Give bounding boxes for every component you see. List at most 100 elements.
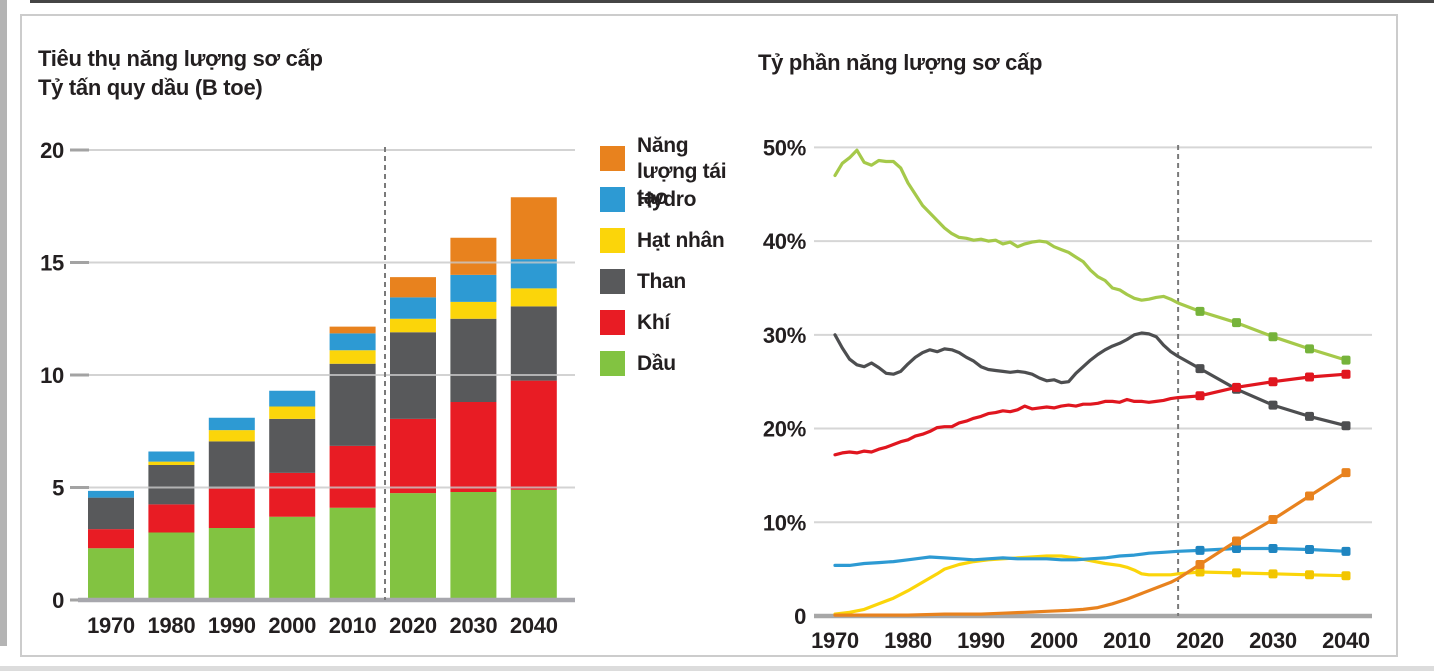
- right-xtick-label-1980: 1980: [884, 628, 932, 653]
- left-xtick-label-1990: 1990: [208, 613, 256, 638]
- bar-2010-nuclear: [329, 350, 376, 364]
- marker-nuclear-2025: [1232, 568, 1241, 578]
- bar-2030-gas: [450, 402, 497, 492]
- right-xtick-label-2040: 2040: [1322, 628, 1370, 653]
- legend-item-renewables: Năng lượng tái tạo: [600, 134, 752, 209]
- right-chart-title: Tỷ phần năng lượng sơ cấp: [758, 50, 1043, 75]
- right-ytick-label-30: 30%: [763, 323, 806, 348]
- right-xtick-label-1970: 1970: [811, 628, 859, 653]
- legend-swatch-oil: [600, 351, 625, 376]
- bar-2030-nuclear: [450, 301, 497, 319]
- legend-swatch-nuclear: [600, 228, 625, 253]
- marker-oil-2035: [1305, 344, 1314, 354]
- legend-label-coal: Than: [637, 270, 686, 293]
- bar-1990-gas: [208, 488, 255, 528]
- legend-label-hydro: Hydro: [637, 188, 697, 211]
- marker-hydro-2025: [1232, 544, 1241, 554]
- page-top-edge: [30, 0, 1434, 3]
- marker-oil-2030: [1268, 332, 1278, 342]
- marker-gas-2030: [1268, 377, 1278, 387]
- bar-2040-oil: [510, 489, 557, 600]
- bar-1970-hydro: [88, 490, 134, 498]
- marker-gas-2025: [1232, 382, 1241, 392]
- bar-1980-hydro: [148, 451, 195, 462]
- left-xtick-label-2000: 2000: [268, 613, 316, 638]
- line-coal: [833, 331, 1348, 428]
- marker-oil-2020: [1195, 306, 1205, 316]
- legend-swatch-gas: [600, 310, 625, 335]
- right-xtick-label-1990: 1990: [957, 628, 1005, 653]
- marker-renewables-2035: [1305, 491, 1314, 501]
- legend-item-gas: Khí: [600, 310, 752, 335]
- page-left-edge: [0, 0, 7, 646]
- bar-1990-nuclear: [208, 430, 255, 442]
- bar-2020-oil: [390, 493, 436, 600]
- right-ytick-label-20: 20%: [763, 417, 806, 442]
- legend-label-renewables: Năng lượng tái tạo: [637, 134, 727, 209]
- marker-renewables-2030: [1268, 514, 1278, 524]
- left-xtick-label-2020: 2020: [389, 613, 437, 638]
- bar-2030-renewables: [450, 237, 497, 275]
- left-ytick-label-10: 10: [40, 363, 64, 388]
- marker-hydro-2035: [1305, 544, 1314, 554]
- marker-nuclear-2020: [1195, 567, 1205, 577]
- marker-gas-2035: [1305, 372, 1314, 382]
- legend-item-hydro: Hydro: [600, 187, 752, 212]
- legend-item-nuclear: Hạt nhân: [600, 228, 752, 253]
- bar-1980-oil: [148, 532, 195, 600]
- bar-1980-gas: [148, 504, 195, 533]
- marker-gas-2040: [1341, 369, 1351, 379]
- bar-2010-oil: [329, 507, 376, 600]
- bar-2030-hydro: [450, 274, 497, 302]
- right-ytick-label-50: 50%: [763, 135, 806, 160]
- marker-coal-2035: [1305, 411, 1314, 421]
- right-xtick-label-2010: 2010: [1103, 628, 1151, 653]
- page-bottom-edge: [0, 666, 1434, 671]
- legend: Năng lượng tái tạo Hydro Hạt nhân Than Khí Dầ…: [600, 134, 752, 392]
- left-ytick-label-15: 15: [40, 251, 64, 276]
- line-nuclear: [833, 554, 1348, 616]
- bar-1970-coal: [88, 497, 134, 530]
- legend-swatch-hydro: [600, 187, 625, 212]
- legend-label-oil: Dầu: [637, 352, 676, 375]
- bar-1990-oil: [208, 528, 255, 600]
- marker-renewables-2040: [1341, 468, 1351, 478]
- legend-swatch-coal: [600, 269, 625, 294]
- bar-1970-gas: [88, 529, 134, 549]
- left-ytick-label-0: 0: [52, 588, 64, 613]
- right-ytick-label-10: 10%: [763, 510, 806, 535]
- right-ytick-label-0: 0: [794, 604, 806, 629]
- legend-label-nuclear: Hạt nhân: [637, 229, 725, 252]
- left-xtick-label-2040: 2040: [510, 613, 558, 638]
- bar-2020-nuclear: [390, 318, 436, 333]
- bar-1990-coal: [208, 441, 255, 489]
- left-xtick-label-2010: 2010: [329, 613, 377, 638]
- bar-2030-coal: [450, 318, 497, 402]
- bar-1990-hydro: [208, 417, 255, 431]
- left-xtick-label-2030: 2030: [450, 613, 498, 638]
- left-chart-title-line2: Tỷ tấn quy dầu (B toe): [38, 75, 263, 100]
- bar-1980-coal: [148, 465, 195, 505]
- bar-2020-hydro: [390, 297, 436, 319]
- marker-oil-2040: [1341, 355, 1351, 365]
- bar-2010-gas: [329, 445, 376, 508]
- marker-gas-2020: [1195, 391, 1205, 401]
- bar-1970-oil: [88, 548, 134, 600]
- bar-2010-hydro: [329, 333, 376, 351]
- bar-2040-coal: [510, 306, 557, 381]
- marker-nuclear-2040: [1341, 571, 1351, 581]
- bar-2000-coal: [269, 418, 316, 473]
- bar-2040-hydro: [510, 259, 557, 289]
- marker-renewables-2025: [1232, 536, 1241, 546]
- line-oil: [833, 148, 1348, 362]
- marker-oil-2025: [1232, 318, 1241, 328]
- bar-2010-coal: [329, 363, 376, 446]
- right-xtick-label-2030: 2030: [1249, 628, 1297, 653]
- right-ytick-label-40: 40%: [763, 229, 806, 254]
- legend-item-oil: Dầu: [600, 351, 752, 376]
- left-xtick-label-1970: 1970: [87, 613, 135, 638]
- marker-hydro-2040: [1341, 546, 1351, 556]
- marker-coal-2020: [1195, 364, 1205, 374]
- left-ytick-label-20: 20: [40, 138, 64, 163]
